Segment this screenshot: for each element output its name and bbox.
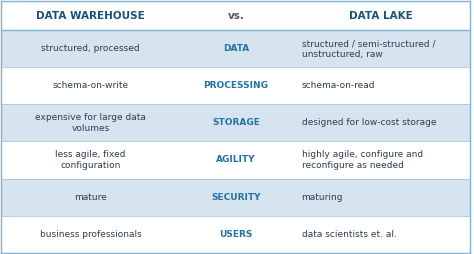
Text: DATA WAREHOUSE: DATA WAREHOUSE (36, 11, 145, 21)
Text: expensive for large data
volumes: expensive for large data volumes (35, 113, 146, 133)
Bar (1, 216, 470, 253)
Text: DATA: DATA (223, 44, 249, 53)
Bar (1, 141, 470, 179)
Text: structured / semi-structured /
unstructured, raw: structured / semi-structured / unstructu… (301, 39, 435, 58)
Bar (1, 1, 470, 30)
Bar (1, 104, 470, 141)
Text: STORAGE: STORAGE (212, 118, 260, 128)
Text: schema-on-read: schema-on-read (301, 81, 375, 90)
Text: maturing: maturing (301, 193, 343, 201)
Text: vs.: vs. (228, 11, 244, 21)
Text: PROCESSING: PROCESSING (203, 81, 268, 90)
Bar (1, 179, 470, 216)
Text: highly agile, configure and
reconfigure as needed: highly agile, configure and reconfigure … (301, 150, 423, 170)
Text: USERS: USERS (219, 230, 253, 239)
Text: data scientists et. al.: data scientists et. al. (301, 230, 396, 239)
Bar (1, 30, 470, 67)
Text: business professionals: business professionals (40, 230, 141, 239)
Text: SECURITY: SECURITY (211, 193, 261, 201)
Text: DATA LAKE: DATA LAKE (349, 11, 413, 21)
Text: structured, processed: structured, processed (41, 44, 140, 53)
Text: less agile, fixed
configuration: less agile, fixed configuration (55, 150, 126, 170)
Text: designed for low-cost storage: designed for low-cost storage (301, 118, 436, 128)
Text: mature: mature (74, 193, 107, 201)
Text: AGILITY: AGILITY (216, 155, 255, 165)
Text: schema-on-write: schema-on-write (53, 81, 128, 90)
Bar (1, 67, 470, 104)
